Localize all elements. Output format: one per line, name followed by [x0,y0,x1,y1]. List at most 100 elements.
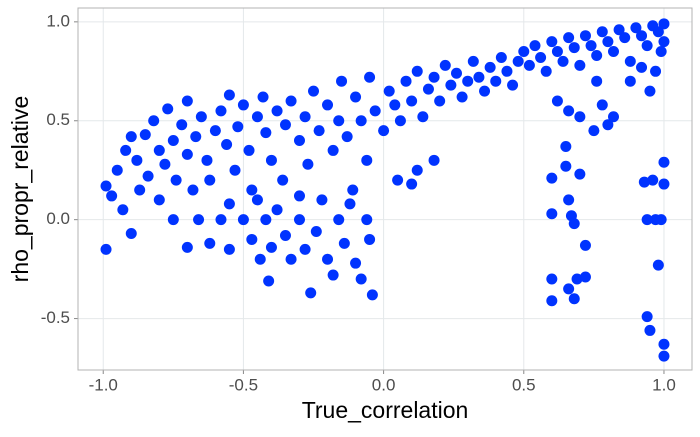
point [341,131,353,143]
point [364,233,376,245]
point [369,105,381,117]
x-tick-label: 0.0 [372,375,396,394]
y-tick-label: -0.5 [41,308,70,327]
point [568,42,580,54]
point [100,180,112,192]
point [456,91,468,103]
point [100,243,112,255]
point [125,131,137,143]
point [613,24,625,36]
point [658,36,670,48]
point [293,135,305,147]
point [338,237,350,249]
point [607,46,619,58]
point [652,259,664,271]
point [221,138,233,150]
point [563,32,575,44]
point [347,184,359,196]
point [428,154,440,166]
point [193,214,205,226]
point [591,49,603,61]
point [389,99,401,111]
point [111,164,123,176]
point [302,158,314,170]
point [636,30,648,42]
point [232,121,244,133]
plot-border [77,7,693,371]
point [450,67,462,79]
point [607,111,619,123]
point [251,194,263,206]
point [638,176,650,188]
point [285,95,297,107]
x-tick-label: -0.5 [229,375,258,394]
point [293,214,305,226]
point [246,184,258,196]
point [148,115,160,127]
point [650,65,662,77]
point [260,127,272,139]
point [327,269,339,281]
point [647,174,659,186]
point [277,174,289,186]
point [209,125,221,137]
point [655,46,667,58]
point [658,338,670,350]
point [641,40,653,52]
point [251,111,263,123]
point [400,75,412,87]
point [285,253,297,265]
point [350,91,362,103]
point [134,184,146,196]
point [644,324,656,336]
point [333,214,345,226]
point [254,253,266,265]
point [313,125,325,137]
point [279,229,291,241]
point [563,283,575,295]
point [215,214,227,226]
point [322,253,334,265]
x-tick-label: -1.0 [89,375,118,394]
point [366,289,378,301]
point [529,40,541,52]
point [305,287,317,299]
point [571,273,583,285]
point [417,111,429,123]
point [546,36,558,48]
point [588,125,600,137]
point [201,154,213,166]
point [265,241,277,253]
point [310,226,322,238]
point [560,140,572,152]
x-axis-title: True_correlation [302,397,469,423]
point [361,154,373,166]
point [265,154,277,166]
point [484,61,496,73]
point [131,154,143,166]
point [271,105,283,117]
point [495,51,507,63]
point [434,95,446,107]
point [641,214,653,226]
point [117,204,129,216]
point [260,214,272,226]
point [204,237,216,249]
point [473,71,485,83]
point [299,111,311,123]
point [579,239,591,251]
point [624,75,636,87]
point [167,135,179,147]
point [257,91,269,103]
point [560,160,572,172]
point [579,271,591,283]
point [507,79,519,91]
point [392,174,404,186]
point [540,65,552,77]
point [658,350,670,362]
point [574,111,586,123]
point [204,174,216,186]
point [602,119,614,131]
y-tick-label: 0.5 [46,110,70,129]
